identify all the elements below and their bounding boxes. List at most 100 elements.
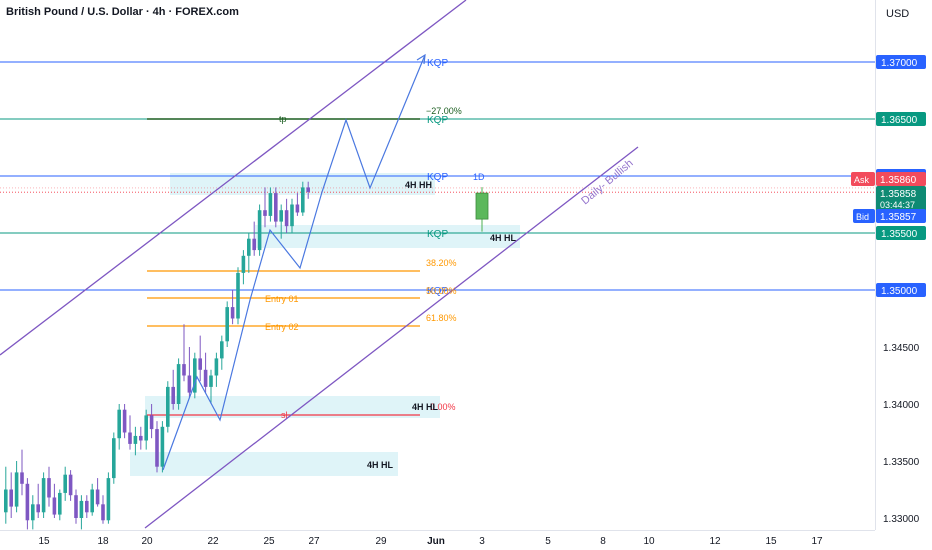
candle-body <box>41 478 46 513</box>
candle-body <box>274 193 278 222</box>
candle-body <box>241 255 246 273</box>
candle-body <box>171 386 175 404</box>
fib-618-label: 61.80% <box>426 313 457 323</box>
time-tick-label: 17 <box>811 536 823 547</box>
entry-02-label: Entry 02 <box>265 322 299 332</box>
channel-lower-line <box>144 146 639 529</box>
candle-body <box>155 429 159 467</box>
tp-pct-label: −27.00% <box>426 106 462 116</box>
candle-body <box>247 238 251 256</box>
entry-01-label: Entry 01 <box>265 294 299 304</box>
candle-body <box>182 364 186 376</box>
candle-body <box>252 238 256 251</box>
candle-body <box>257 210 262 251</box>
candle-body <box>79 500 84 518</box>
price-badge <box>876 226 926 240</box>
zone-hl-label-1: 4H HL <box>490 233 517 243</box>
currency-label[interactable]: USD <box>886 8 910 20</box>
ask-label: Ask <box>854 175 870 185</box>
candle-body <box>112 438 116 479</box>
candle-body <box>85 500 89 513</box>
sl-label: sl <box>281 410 288 420</box>
bid-tag <box>853 209 875 223</box>
channel-layer <box>0 0 639 529</box>
candle-body <box>4 489 8 513</box>
price-axis-divider <box>875 0 876 530</box>
candle-body <box>117 409 121 439</box>
price-badge <box>876 112 926 126</box>
candle-body <box>128 432 132 444</box>
kqp-label: KQP <box>427 115 448 126</box>
time-tick-label: 15 <box>38 536 50 547</box>
last-price-badge <box>876 186 926 212</box>
candle-body <box>47 478 51 498</box>
candle-body <box>144 415 148 441</box>
candle-body <box>122 409 127 433</box>
bid-value: 1.35857 <box>880 212 917 223</box>
kqp-label: KQP <box>427 172 448 183</box>
price-tick-label: 1.37000 <box>881 58 918 69</box>
ask-value: 1.35860 <box>880 175 917 186</box>
candle-body <box>193 358 197 393</box>
time-axis: 15 18 20 22 25 27 29 Jun 3 5 8 10 12 15 17 <box>38 536 823 547</box>
time-tick-label: Jun <box>427 536 445 547</box>
time-tick-label: 20 <box>141 536 153 547</box>
timeframe-label: 1D <box>473 172 485 182</box>
price-tick-label: 1.34000 <box>883 400 920 411</box>
candle-body <box>14 472 19 507</box>
candle-body <box>31 504 35 521</box>
countdown-value: 03:44:37 <box>880 200 915 210</box>
candle-body <box>36 504 40 513</box>
candle-body <box>236 272 240 319</box>
time-tick-label: 22 <box>207 536 219 547</box>
candle-body <box>74 495 78 518</box>
candle-body <box>63 474 67 493</box>
candle-body <box>9 489 13 507</box>
candle-body <box>306 187 310 192</box>
price-tick-label: 1.36500 <box>881 115 918 126</box>
paths-layer <box>162 53 426 471</box>
time-tick-label: 25 <box>263 536 275 547</box>
time-tick-label: 15 <box>765 536 777 547</box>
candle-body <box>58 492 62 515</box>
kqp-label: KQP <box>427 229 448 240</box>
horizontal-lines-layer <box>0 61 875 416</box>
price-tick-label: 1.35500 <box>881 229 918 240</box>
time-tick-label: 3 <box>479 536 485 547</box>
candle-body <box>279 210 283 222</box>
candle-body <box>284 210 289 227</box>
price-tick-label: 1.33000 <box>883 514 920 525</box>
price-tick-label: 1.33500 <box>883 457 920 468</box>
channel-label: Daily- Bullish <box>579 157 635 207</box>
last-price-value: 1.35858 <box>880 189 917 200</box>
bid-value-badge <box>876 209 926 223</box>
candle-body <box>52 497 57 515</box>
candle-body <box>101 504 105 521</box>
time-tick-label: 18 <box>97 536 109 547</box>
zone-hh-label: 4H HH <box>405 180 432 190</box>
candle-body <box>25 483 30 521</box>
candle-body <box>20 472 24 484</box>
ask-value-badge <box>876 172 926 186</box>
price-axis: 1.370001.365001.360001.355001.350001.345… <box>851 55 926 525</box>
time-tick-label: 8 <box>600 536 606 547</box>
channel-upper-line <box>0 0 467 356</box>
candle-body <box>176 364 181 404</box>
candle-body <box>160 426 165 467</box>
candle-body <box>230 307 235 319</box>
time-tick-label: 29 <box>375 536 387 547</box>
candle-body <box>133 435 138 444</box>
zone-hl-3 <box>130 452 398 476</box>
sl-pct-label: 0.00% <box>430 402 456 412</box>
zones-layer <box>130 173 520 476</box>
candle-body <box>290 204 294 227</box>
ask-tag <box>851 172 875 186</box>
chart-title: British Pound / U.S. Dollar · 4h · FOREX… <box>6 6 239 18</box>
candle-body <box>166 386 170 427</box>
price-badge <box>876 55 926 69</box>
candle-body <box>225 307 229 342</box>
candle-body <box>149 415 154 430</box>
candle-body <box>214 358 219 376</box>
candles-layer <box>4 181 489 530</box>
